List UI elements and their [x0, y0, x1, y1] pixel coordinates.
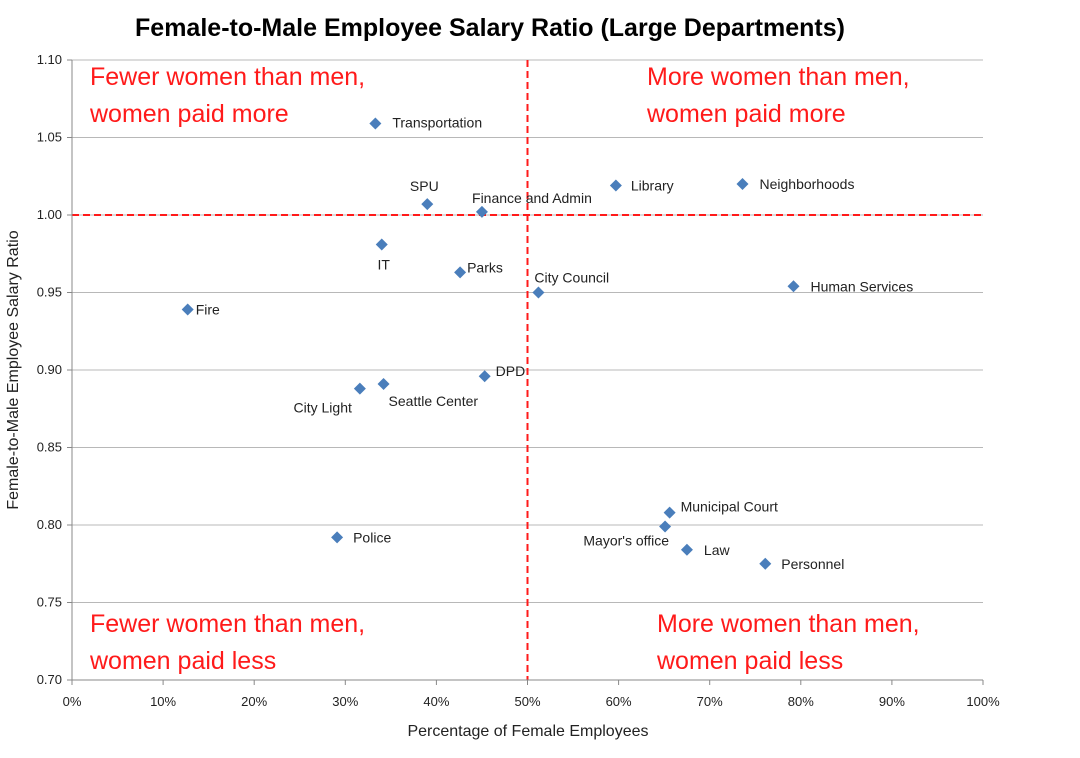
data-point-label: DPD	[496, 363, 526, 379]
x-tick-label: 30%	[332, 694, 358, 709]
diamond-marker	[663, 506, 676, 519]
diamond-marker	[353, 382, 366, 395]
data-points: Transportation SPU Finance and Admin Librar…	[181, 115, 914, 572]
data-point-label: Fire	[196, 302, 220, 318]
data-point: City Council	[532, 270, 609, 299]
data-point: Seattle Center	[377, 377, 479, 409]
data-point-label: Municipal Court	[681, 499, 778, 515]
diamond-marker	[475, 205, 488, 218]
axes: 0.70 0.75 0.80 0.85 0.90 0.95 1.00 1.05 1.10 0% 10…	[37, 52, 1000, 709]
diamond-marker	[375, 238, 388, 251]
x-tick-label: 20%	[241, 694, 267, 709]
diamond-marker	[532, 286, 545, 299]
data-point: Finance and Admin	[472, 190, 592, 218]
diamond-marker	[787, 280, 800, 293]
data-point: Police	[331, 529, 391, 545]
data-point: Mayor's office	[583, 520, 672, 549]
data-point: SPU	[410, 178, 439, 211]
y-axis-title: Female-to-Male Employee Salary Ratio	[5, 230, 22, 509]
data-point: Municipal Court	[663, 499, 778, 519]
diamond-marker	[609, 179, 622, 192]
data-point-label: Neighborhoods	[759, 176, 854, 192]
data-point-label: Human Services	[811, 278, 914, 294]
quadrant-annotation-bottom-right: women paid less	[656, 647, 843, 675]
data-point-label: City Light	[294, 400, 352, 416]
data-point-label: Parks	[467, 259, 503, 275]
data-point: Parks	[454, 259, 503, 279]
x-tick-label: 50%	[514, 694, 540, 709]
x-tick-label: 90%	[879, 694, 905, 709]
data-point: Transportation	[369, 115, 482, 131]
quadrant-annotations: Fewer women than men, women paid more More…	[89, 63, 920, 675]
data-point-label: Finance and Admin	[472, 190, 592, 206]
data-point: City Light	[294, 382, 366, 416]
y-tick-label: 0.75	[37, 595, 62, 610]
data-point: DPD	[478, 363, 526, 383]
y-tick-label: 0.85	[37, 440, 62, 455]
data-point: Human Services	[787, 278, 914, 294]
x-tick-label: 40%	[423, 694, 449, 709]
data-point: Law	[680, 542, 731, 558]
data-point-label: Personnel	[781, 556, 844, 572]
diamond-marker	[454, 266, 467, 279]
y-tick-label: 0.90	[37, 362, 62, 377]
chart-title: Female-to-Male Employee Salary Ratio (La…	[135, 14, 845, 42]
quadrant-annotation-top-left: women paid more	[89, 100, 289, 128]
data-point-label: Library	[631, 178, 674, 194]
data-point-label: Police	[353, 529, 391, 545]
diamond-marker	[331, 531, 344, 544]
y-tick-label: 0.70	[37, 672, 62, 687]
diamond-marker	[680, 543, 693, 556]
quadrant-annotation-bottom-left: women paid less	[89, 647, 276, 675]
x-tick-label: 10%	[150, 694, 176, 709]
x-tick-label: 60%	[606, 694, 632, 709]
data-point: Library	[609, 178, 674, 194]
y-tick-label: 1.10	[37, 52, 62, 67]
x-tick-label: 100%	[966, 694, 1000, 709]
data-point-label: Mayor's office	[583, 533, 669, 549]
diamond-marker	[181, 303, 194, 316]
y-tick-label: 1.00	[37, 207, 62, 222]
diamond-marker	[659, 520, 672, 533]
diamond-marker	[421, 198, 434, 211]
x-tick-label: 70%	[697, 694, 723, 709]
x-tick-label: 0%	[63, 694, 82, 709]
data-point-label: Law	[704, 542, 731, 558]
diamond-marker	[478, 370, 491, 383]
diamond-marker	[377, 377, 390, 390]
reference-lines	[72, 60, 983, 680]
data-point-label: Transportation	[392, 115, 482, 131]
x-tick-label: 80%	[788, 694, 814, 709]
quadrant-annotation-top-right: More women than men,	[647, 63, 910, 91]
data-point: Fire	[181, 302, 220, 318]
y-tick-label: 0.80	[37, 517, 62, 532]
y-tick-label: 1.05	[37, 130, 62, 145]
x-axis-title: Percentage of Female Employees	[407, 723, 648, 740]
data-point: Neighborhoods	[736, 176, 854, 192]
quadrant-annotation-top-left: Fewer women than men,	[90, 63, 365, 91]
diamond-marker	[369, 117, 382, 130]
data-point-label: IT	[378, 256, 391, 272]
data-point-label: SPU	[410, 178, 439, 194]
data-point-label: City Council	[534, 270, 609, 286]
y-tick-label: 0.95	[37, 285, 62, 300]
quadrant-annotation-bottom-left: Fewer women than men,	[90, 610, 365, 638]
diamond-marker	[759, 557, 772, 570]
quadrant-annotation-top-right: women paid more	[646, 100, 846, 128]
data-point: Personnel	[759, 556, 844, 572]
data-point-label: Seattle Center	[389, 393, 479, 409]
data-point: IT	[375, 238, 391, 272]
diamond-marker	[736, 178, 749, 190]
quadrant-annotation-bottom-right: More women than men,	[657, 610, 920, 638]
